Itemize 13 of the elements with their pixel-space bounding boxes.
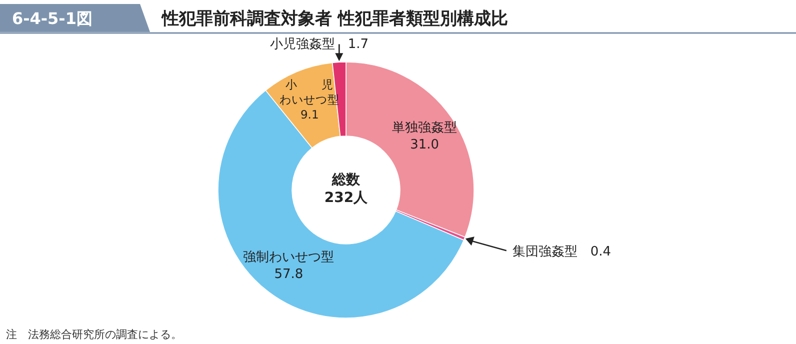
- data-label: 0.4: [590, 244, 612, 260]
- chart-title: 性犯罪前科調査対象者 性犯罪者類型別構成比: [161, 9, 508, 29]
- data-label: 1.7: [348, 37, 369, 52]
- slice-label: 強制わいせつ型: [243, 250, 334, 265]
- text: 6-4-5-1図: [12, 9, 92, 28]
- text: 注 法務総合研究所の調査による。: [6, 328, 182, 341]
- slice-label: 単独強姦型: [392, 120, 458, 136]
- data-label: 57.8: [274, 266, 304, 282]
- text: 総数 232人: [324, 172, 369, 206]
- slice-label: 小児強姦型: [270, 37, 335, 52]
- data-label: 9.1: [300, 108, 319, 122]
- data-label: 31.0: [410, 138, 440, 153]
- slice-label: 集団強姦型: [512, 244, 578, 260]
